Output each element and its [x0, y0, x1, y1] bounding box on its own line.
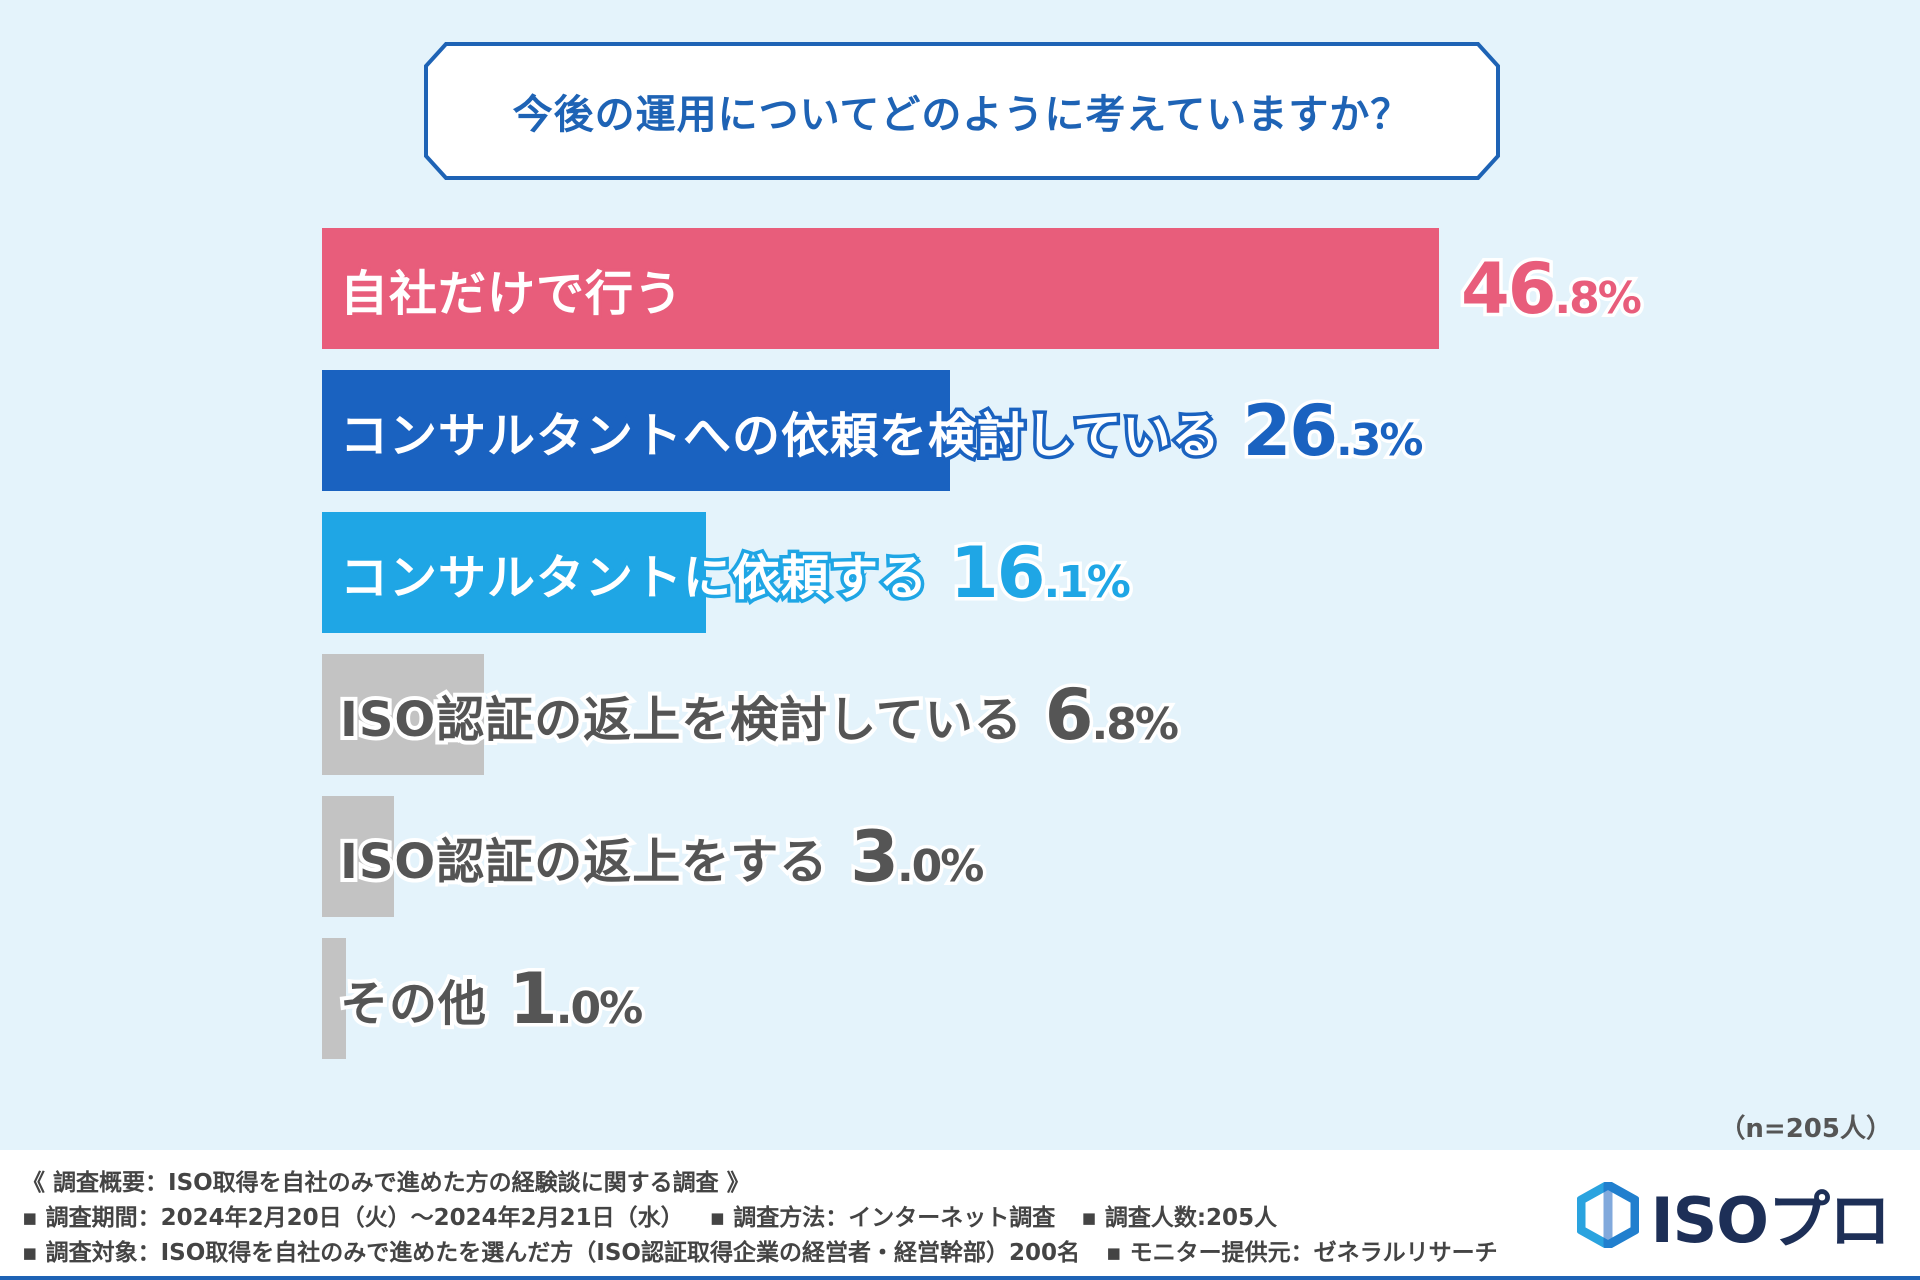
value-decimal: .8%	[1088, 695, 1182, 753]
survey-method: ▪ 調査方法：インターネット調査	[709, 1205, 1056, 1231]
bar	[322, 370, 950, 491]
bar	[322, 228, 1439, 349]
value-label-row: 46.8%	[1439, 228, 1645, 349]
hexagon-icon	[1576, 1182, 1639, 1248]
value-label: 26.3%	[1239, 386, 1427, 475]
value-decimal: .1%	[1040, 553, 1134, 611]
bar-label-row: ISO認証の返上をする 3.0%	[336, 796, 988, 917]
value-label: 3.0%	[847, 812, 988, 901]
value-label: 6.8%	[1041, 670, 1182, 759]
value-label: 46.8%	[1457, 244, 1645, 333]
category-label: コンサルタントに依頼する	[336, 546, 930, 609]
bar	[322, 938, 346, 1059]
category-label: その他	[336, 972, 490, 1036]
logo-text: ISOプロ	[1650, 1184, 1891, 1257]
question-title: 今後の運用についてどのように考えていますか？	[512, 92, 1412, 138]
survey-count: ▪ 調査人数:205人	[1081, 1205, 1278, 1231]
bar	[322, 654, 485, 775]
question-box: 今後の運用についてどのように考えていますか？	[424, 42, 1500, 180]
survey-notes: 《 調査概要：ISO取得を自社のみで進めた方の経験談に関する調査 》 ▪ 調査期…	[22, 1166, 1498, 1271]
survey-target: ▪ 調査対象：ISO取得を自社のみで進めたを選んだ方（ISO認証取得企業の経営者…	[22, 1240, 1080, 1266]
value-decimal: .0%	[893, 837, 987, 895]
value-decimal: .0%	[552, 979, 646, 1037]
bar-label-row: ISO認証の返上を検討している 6.8%	[336, 654, 1182, 775]
value-integer: 6	[1041, 670, 1097, 759]
survey-overview: 《 調査概要：ISO取得を自社のみで進めた方の経験談に関する調査 》	[22, 1170, 750, 1196]
category-label: 自社だけで行う	[337, 263, 685, 325]
value-decimal: .8%	[1551, 269, 1645, 327]
bar-label-row: 自社だけで行う	[337, 228, 685, 349]
value-integer: 16	[946, 528, 1048, 617]
footer-rule	[0, 1276, 1920, 1280]
survey-meta-row: ▪ 調査期間：2024年2月20日（火）～2024年2月21日（水） ▪ 調査方法…	[22, 1201, 1498, 1236]
value-integer: 26	[1239, 386, 1341, 475]
logo: ISOプロ	[1576, 1180, 1891, 1257]
value-label: 1.0%	[506, 954, 647, 1043]
survey-provider: ▪ モニター提供元：ゼネラルリサーチ	[1105, 1240, 1498, 1266]
category-label: コンサルタントへの依頼を検討している	[337, 404, 1224, 467]
bar-label-row: コンサルタントに依頼する 16.1%	[336, 512, 1134, 633]
bar	[322, 512, 707, 633]
category-label: ISO認証の返上を検討している	[336, 688, 1026, 752]
sample-size-note: （n=205人）	[1719, 1114, 1892, 1144]
value-integer: 3	[847, 812, 903, 901]
category-label: ISO認証の返上をする	[336, 830, 831, 894]
value-decimal: .3%	[1332, 411, 1426, 469]
survey-footer: 《 調査概要：ISO取得を自社のみで進めた方の経験談に関する調査 》 ▪ 調査期…	[0, 1150, 1920, 1280]
bar	[322, 796, 394, 917]
value-label: 16.1%	[946, 528, 1134, 617]
value-integer: 1	[506, 954, 562, 1043]
question-frame	[424, 42, 1500, 180]
survey-target-row: ▪ 調査対象：ISO取得を自社のみで進めたを選んだ方（ISO認証取得企業の経営者…	[22, 1236, 1498, 1271]
survey-period: ▪ 調査期間：2024年2月20日（火）～2024年2月21日（水）	[22, 1205, 684, 1231]
bar-label-row: その他 1.0%	[336, 938, 647, 1059]
bar-chart: 46.8% 自社だけで行う コンサルタントへの依頼を検討している 26.3% コンサルタ…	[322, 228, 1645, 1059]
bar-label-row: コンサルタントへの依頼を検討している 26.3%	[337, 370, 1427, 491]
value-integer: 46	[1457, 244, 1559, 333]
